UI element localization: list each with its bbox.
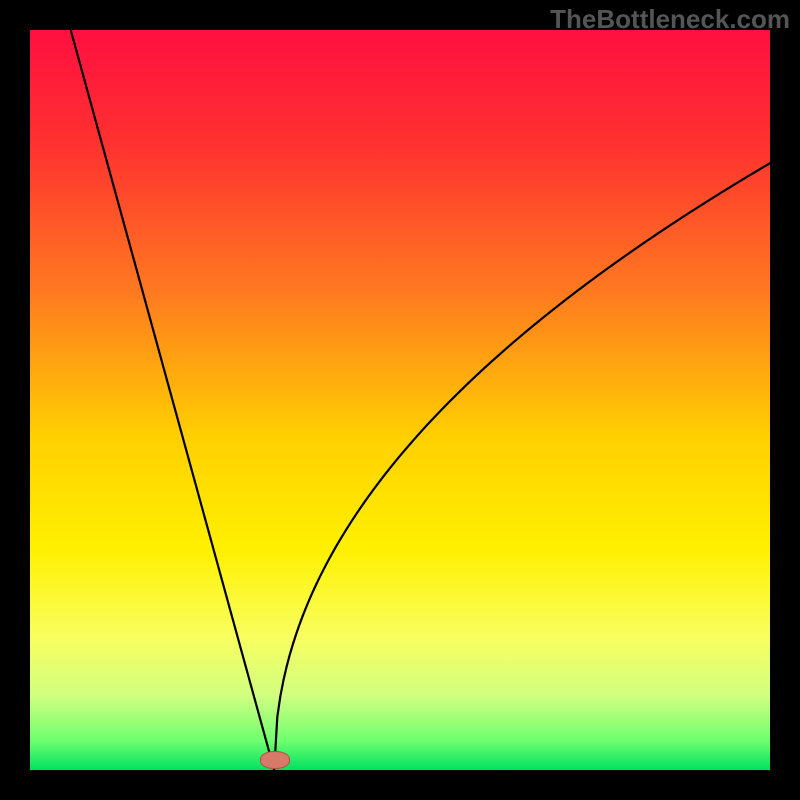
minimum-marker	[260, 751, 290, 769]
chart-frame: TheBottleneck.com	[0, 0, 800, 800]
watermark-text: TheBottleneck.com	[550, 4, 790, 35]
bottleneck-curve	[0, 0, 800, 800]
